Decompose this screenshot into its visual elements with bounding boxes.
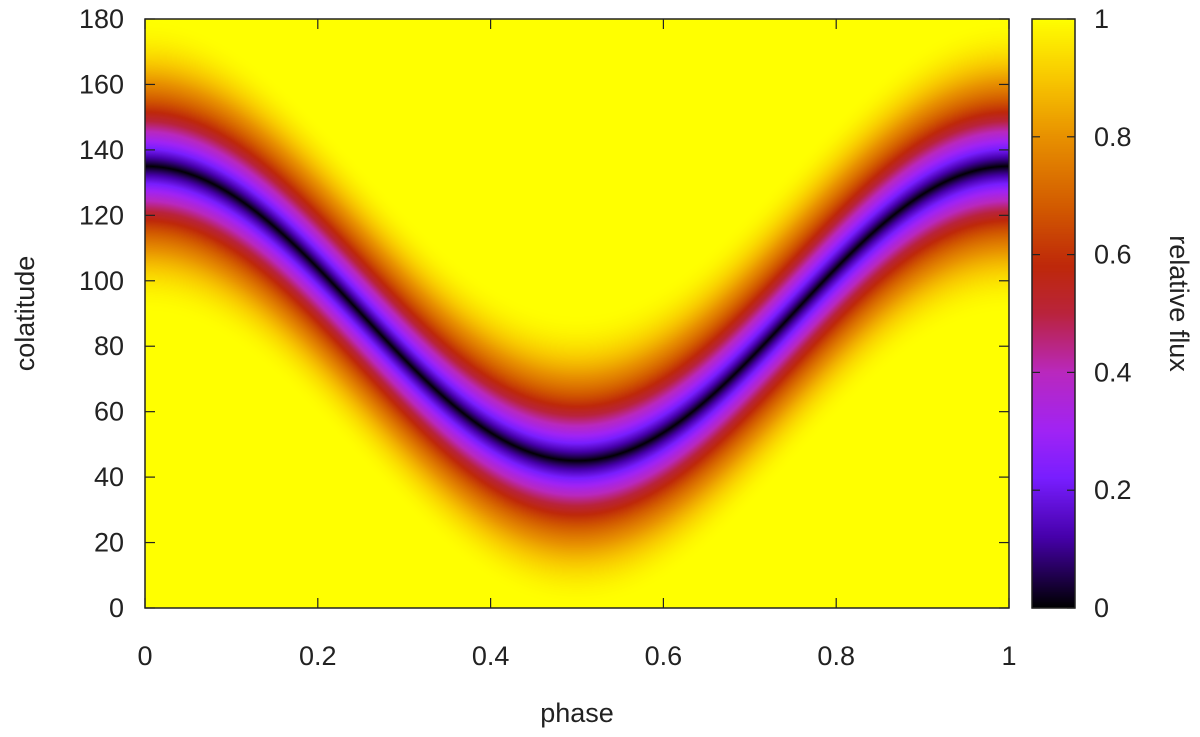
- y-axis-title: colatitude: [10, 256, 40, 372]
- x-tick-label: 0.2: [299, 641, 337, 671]
- y-tick-label: 60: [94, 397, 124, 427]
- colorbar-tick-label: 0.4: [1094, 357, 1132, 387]
- colorbar-gradient: [1032, 19, 1075, 608]
- x-tick-label: 0.8: [817, 641, 855, 671]
- x-axis-title: phase: [540, 698, 614, 728]
- colorbar-tick-label: 0.6: [1094, 240, 1132, 270]
- colorbar-frame: [1031, 18, 1076, 609]
- colorbar-tick-label: 1: [1094, 4, 1109, 34]
- y-tick-label: 40: [94, 462, 124, 492]
- x-axis-ticks: 0 0.2 0.4 0.6 0.8 1: [137, 19, 1017, 671]
- x-tick-label: 0.6: [645, 641, 683, 671]
- y-tick-label: 80: [94, 331, 124, 361]
- x-tick-label: 0: [137, 641, 152, 671]
- y-tick-label: 120: [79, 200, 124, 230]
- plot-frame: [144, 18, 1010, 609]
- y-tick-label: 140: [79, 135, 124, 165]
- y-tick-label: 100: [79, 266, 124, 296]
- colorbar-tick-label: 0.2: [1094, 475, 1132, 505]
- y-axis-ticks: 0 20 40 60 80 100 120 140 160 180: [79, 4, 1009, 623]
- colorbar-tick-label: 0.8: [1094, 122, 1132, 152]
- y-tick-label: 180: [79, 4, 124, 34]
- y-tick-label: 160: [79, 69, 124, 99]
- colorbar-ticks: 0 0.2 0.4 0.6 0.8 1: [1032, 4, 1132, 623]
- colorbar-title: relative flux: [1164, 235, 1194, 372]
- heatmap-image: [145, 19, 1009, 608]
- colorbar-tick-label: 0: [1094, 593, 1109, 623]
- x-tick-label: 0.4: [472, 641, 510, 671]
- x-tick-label: 1: [1001, 641, 1016, 671]
- y-tick-label: 0: [109, 593, 124, 623]
- y-tick-label: 20: [94, 528, 124, 558]
